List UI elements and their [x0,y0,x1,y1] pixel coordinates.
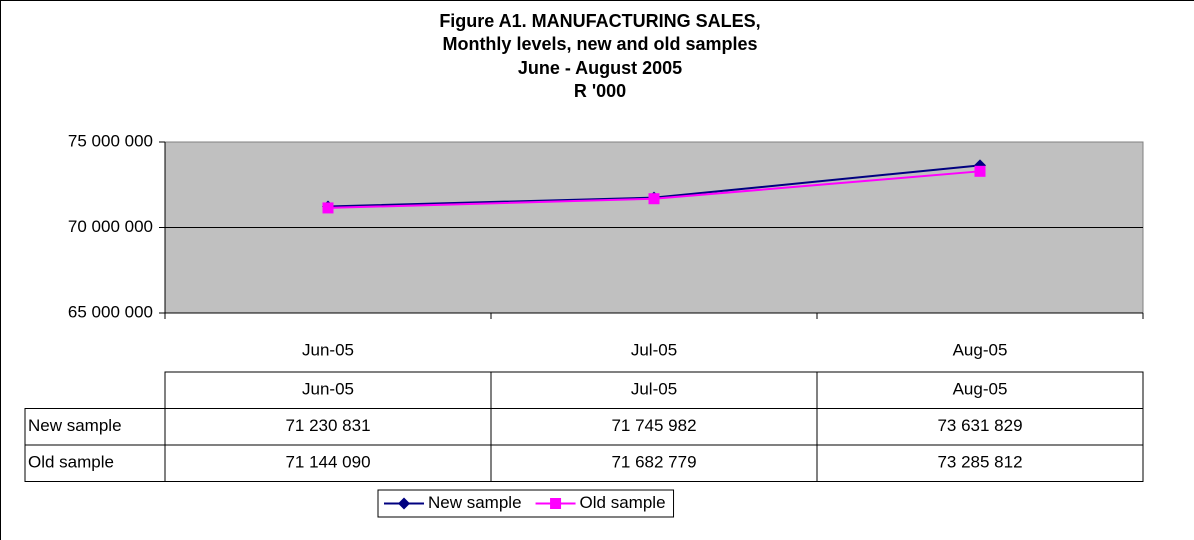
x-tick-label: Aug-05 [953,340,1008,359]
marker [648,193,660,205]
table-header: Jun-05 [302,380,354,399]
marker [550,498,562,509]
y-tick-label: 65 000 000 [68,302,153,321]
chart-title: Figure A1. MANUFACTURING SALES, [439,11,760,31]
legend-label: Old sample [580,493,666,512]
marker [322,202,334,214]
y-tick-label: 70 000 000 [68,217,153,236]
table-cell: 71 144 090 [285,453,370,472]
table-header: Jul-05 [631,380,677,399]
marker [974,165,986,177]
legend-label: New sample [428,493,522,512]
table-cell: 71 230 831 [285,416,370,435]
table-cell: 73 285 812 [937,453,1022,472]
x-tick-label: Jul-05 [631,340,677,359]
table-cell: 71 745 982 [611,416,696,435]
chart-subtitle: June - August 2005 [518,58,682,78]
table-cell: 73 631 829 [937,416,1022,435]
legend [377,489,675,518]
chart-subtitle: R '000 [574,81,626,101]
table-header: Aug-05 [953,380,1008,399]
table-row-label: New sample [28,416,122,435]
table-cell: 71 682 779 [611,453,696,472]
y-tick-label: 75 000 000 [68,131,153,150]
chart-subtitle: Monthly levels, new and old samples [442,34,757,54]
marker [398,497,410,510]
table-row-label: Old sample [28,453,114,472]
x-tick-label: Jun-05 [302,340,354,359]
